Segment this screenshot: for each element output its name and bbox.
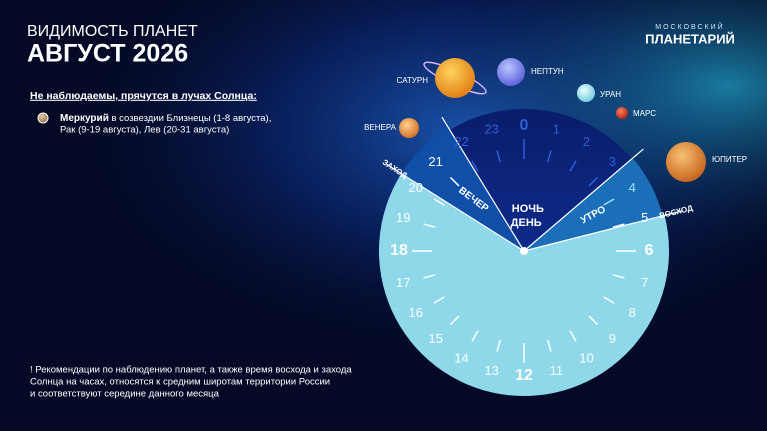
hour-label: 20 (409, 180, 423, 195)
sector-line (523, 210, 683, 252)
day-sector (378, 173, 669, 397)
hour-label: 0 (520, 117, 529, 134)
hour-label: 12 (515, 367, 533, 384)
hour-tick (433, 296, 445, 304)
not-visible-heading: Не наблюдаемы, прячутся в лучах Солнца: (30, 90, 257, 102)
neptune (497, 58, 525, 86)
footnote: Солнца на часах, относятся к средним шир… (30, 377, 330, 388)
hour-label: 6 (645, 242, 654, 259)
jupiter (666, 142, 706, 182)
hour-label: 21 (428, 154, 442, 169)
hour-tick (569, 330, 577, 342)
hour-label: 23 (484, 122, 498, 137)
saturn (435, 58, 475, 98)
hour-label: 11 (550, 363, 564, 378)
hour-label: 18 (390, 242, 408, 259)
night-sector (449, 109, 632, 252)
hour-label: 16 (409, 305, 423, 320)
hour-tick (603, 198, 615, 206)
planet-text: в созвездии Близнецы (1-8 августа), (111, 113, 271, 124)
hour-label: 9 (609, 331, 616, 346)
planet-label: САТУРН (397, 76, 429, 85)
footnote: и соответствуют середине данного месяца (30, 389, 220, 400)
hour-tick (496, 339, 501, 352)
hour-label: 7 (641, 275, 648, 290)
hour-tick (547, 339, 552, 352)
planet-label: УРАН (600, 90, 621, 99)
hour-label: 22 (454, 134, 468, 149)
hour-label: 1 (553, 122, 560, 137)
footnote: ! Рекомендации по наблюдению планет, а т… (30, 365, 352, 376)
sector-line (385, 163, 525, 252)
hour-tick (612, 223, 625, 228)
hour-label: 2 (583, 134, 590, 149)
hour-tick (423, 274, 436, 279)
hour-tick (547, 150, 552, 163)
hour-label: 15 (428, 331, 442, 346)
sector-line (523, 148, 644, 252)
title: АВГУСТ 2026 (27, 40, 188, 68)
hour-label: 14 (454, 351, 468, 366)
hour-tick (603, 296, 615, 304)
hour-tick (612, 274, 625, 279)
hour-label: 19 (396, 210, 410, 225)
sector-label: ДЕНЬ (511, 217, 542, 229)
hour-tick (588, 176, 599, 187)
subtitle: ВИДИМОСТЬ ПЛАНЕТ (27, 23, 198, 40)
venus (399, 118, 419, 138)
mercury-icon (37, 112, 49, 124)
hour-tick (449, 315, 460, 326)
hour-tick (588, 315, 599, 326)
uranus (577, 84, 595, 102)
planet-label: МАРС (633, 109, 656, 118)
hour-label: 3 (609, 154, 616, 169)
center-dot (520, 247, 528, 255)
planet-note: Меркурий в созвездии Близнецы (1-8 авгус… (60, 113, 271, 124)
planet-name: Меркурий (60, 113, 109, 124)
hour-tick (496, 150, 501, 163)
hour-tick (569, 160, 577, 172)
hour-label: 5 (641, 210, 648, 225)
hour-label: 8 (629, 305, 636, 320)
logo-bottom: ПЛАНЕТАРИЙ (645, 31, 735, 46)
sector-line (441, 116, 525, 252)
hour-tick (471, 160, 479, 172)
mars (616, 107, 628, 119)
logo-top: МОСКОВСКИЙ (655, 22, 724, 31)
hour-tick (471, 330, 479, 342)
hour-label: 17 (396, 275, 410, 290)
planet-label: НЕПТУН (531, 67, 564, 76)
hour-label: 13 (484, 363, 498, 378)
hour-label: 10 (579, 351, 593, 366)
hour-tick (433, 198, 445, 206)
hour-label: 4 (629, 180, 636, 195)
morning-sector (524, 158, 663, 251)
clock: 0 1234567891011121314151617181920212223НО… (378, 109, 694, 397)
planet-label: ЮПИТЕР (712, 155, 747, 164)
planet-text: Рак (9-19 августа), Лев (20-31 августа) (60, 125, 229, 136)
hour-tick (423, 223, 436, 228)
hour-tick (449, 176, 460, 187)
evening-sector (401, 127, 524, 251)
planet-label: ВЕНЕРА (364, 123, 397, 132)
sector-label: НОЧЬ (512, 203, 544, 215)
